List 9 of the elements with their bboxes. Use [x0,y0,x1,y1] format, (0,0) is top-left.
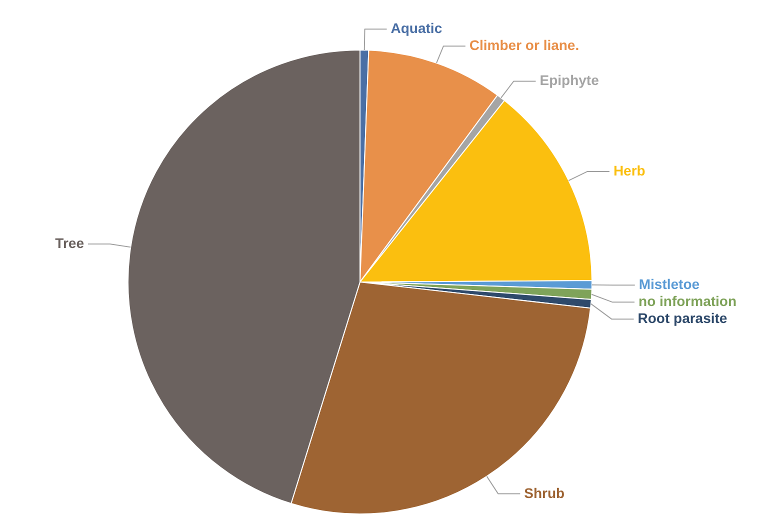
slice-label: Mistletoe [638,276,700,292]
slice-label: Herb [613,162,646,178]
slice-label: Epiphyte [540,72,600,88]
slice-label: Root parasite [638,310,728,326]
slice-label: Tree [55,235,84,252]
slice-label: Aquatic [390,20,442,36]
slice-label: Climber or liane. [469,37,580,54]
slice-label: no information [638,293,737,310]
slice-label: Shrub [524,484,565,501]
